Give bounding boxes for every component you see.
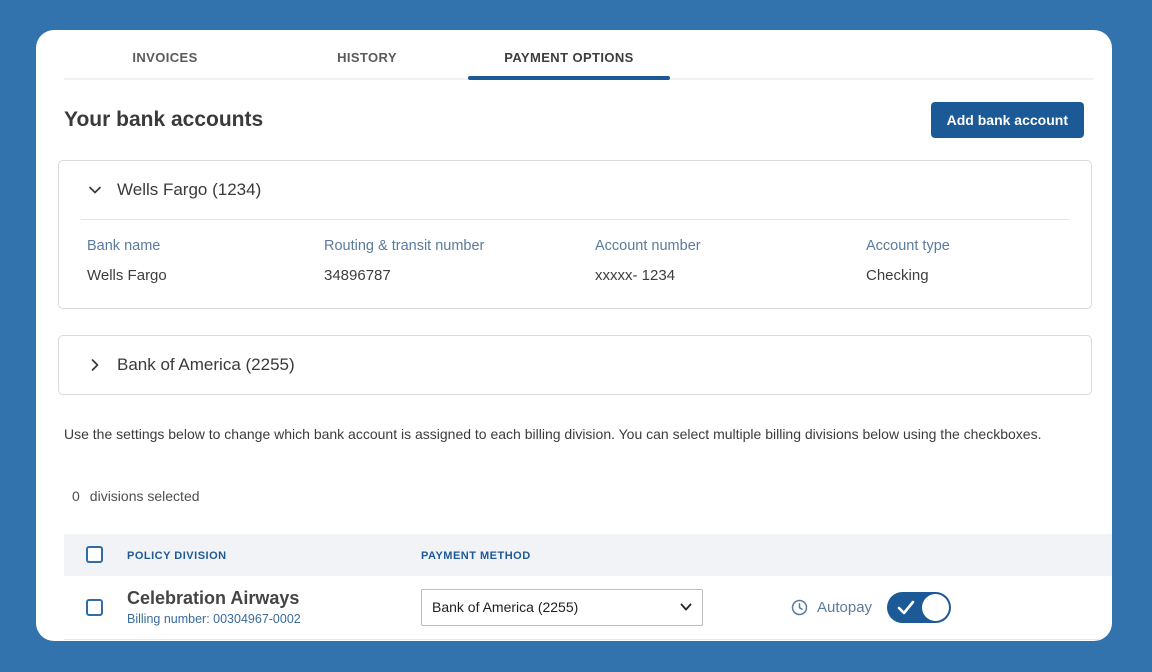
page-title: Your bank accounts <box>64 108 264 131</box>
page-header: Your bank accounts Add bank account <box>64 102 1084 138</box>
column-header-policy-division: POLICY DIVISION <box>127 549 227 562</box>
billing-number: Billing number: 00304967-0002 <box>127 611 301 626</box>
division-name: Celebration Airways <box>127 587 300 608</box>
tab-history[interactable]: HISTORY <box>337 50 397 65</box>
clock-icon <box>791 599 808 616</box>
account-detail-table: Bank name Routing & transit number Accou… <box>59 220 1091 308</box>
selected-count: 0 <box>72 487 80 504</box>
selected-count-label: divisions selected <box>89 487 200 504</box>
column-header-payment-method: PAYMENT METHOD <box>421 549 531 562</box>
divisions-table-header: POLICY DIVISION PAYMENT METHOD <box>64 533 1112 576</box>
table-row: Celebration Airways Billing number: 0030… <box>64 576 1112 640</box>
payment-method-select[interactable]: Bank of America (2255) <box>421 588 703 626</box>
account-card-wells-fargo: Wells Fargo (1234) Bank name Routing & t… <box>58 160 1092 309</box>
account-card-bank-of-america: Bank of America (2255) <box>58 335 1092 395</box>
tab-payment-options[interactable]: PAYMENT OPTIONS <box>468 30 670 80</box>
account-title: Bank of America (2255) <box>117 355 295 374</box>
tab-bar: INVOICES HISTORY PAYMENT OPTIONS <box>64 30 1094 80</box>
column-header-bank-name: Bank name <box>87 238 161 254</box>
account-accordion-toggle[interactable]: Bank of America (2255) <box>81 336 1069 394</box>
settings-description: Use the settings below to change which b… <box>64 426 1042 442</box>
divisions-table: POLICY DIVISION PAYMENT METHOD Celebrati… <box>64 533 1112 640</box>
toggle-knob <box>922 593 950 621</box>
column-header-account-type: Account type <box>866 238 950 254</box>
chevron-right-icon <box>87 357 103 373</box>
chevron-down-icon <box>87 182 103 198</box>
add-bank-account-button[interactable]: Add bank account <box>930 102 1084 138</box>
value-routing-number: 34896787 <box>324 267 391 284</box>
payment-options-panel: INVOICES HISTORY PAYMENT OPTIONS Your ba… <box>36 30 1112 641</box>
column-header-account-number: Account number <box>595 238 701 254</box>
division-checkbox[interactable] <box>86 598 103 616</box>
value-account-type: Checking <box>866 267 929 284</box>
autopay-label: Autopay <box>817 598 873 616</box>
value-bank-name: Wells Fargo <box>87 267 167 284</box>
column-header-routing-number: Routing & transit number <box>324 238 485 254</box>
account-accordion-toggle[interactable]: Wells Fargo (1234) <box>81 161 1069 220</box>
value-account-number: xxxxx- 1234 <box>595 267 676 284</box>
autopay-toggle[interactable] <box>887 591 952 623</box>
selection-summary: 0 divisions selected <box>72 488 1084 504</box>
tab-invoices[interactable]: INVOICES <box>132 50 198 65</box>
account-title: Wells Fargo (1234) <box>117 180 262 199</box>
select-all-checkbox[interactable] <box>86 546 103 564</box>
checkmark-icon <box>896 599 916 621</box>
autopay-group: Autopay <box>791 591 952 623</box>
